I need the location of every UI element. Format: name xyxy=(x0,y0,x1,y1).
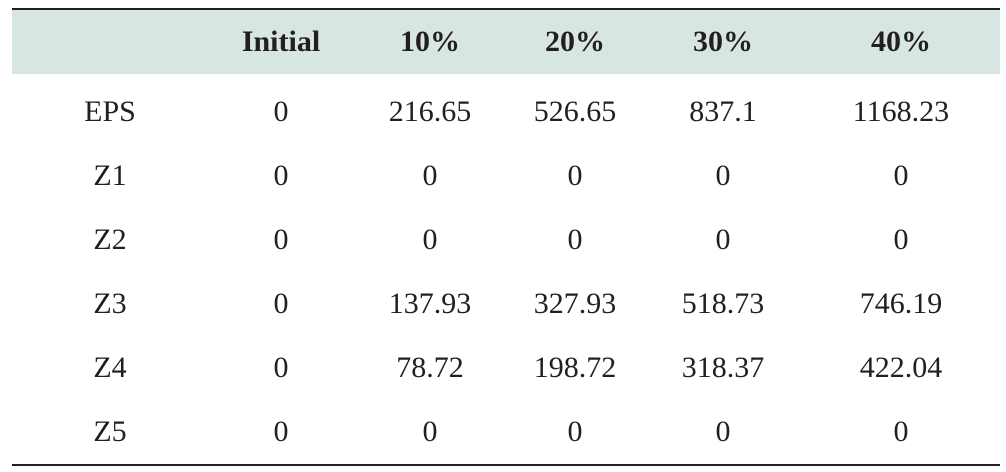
table-cell: 198.72 xyxy=(533,351,617,384)
data-table-container: Initial 10% 20% 30% 40% EPS 0 216.65 526… xyxy=(12,8,1000,466)
row-label: Z2 xyxy=(93,223,127,256)
table-cell: 0 xyxy=(422,223,438,256)
table-cell: 0 xyxy=(893,415,909,448)
table-cell: 422.04 xyxy=(859,351,943,384)
table-cell: 0 xyxy=(893,159,909,192)
table-cell: 518.73 xyxy=(681,287,765,320)
table-row: Z5 0 0 0 0 0 xyxy=(12,400,1000,465)
row-label: Z1 xyxy=(93,159,127,192)
row-label: EPS xyxy=(84,95,136,128)
table-cell: 0 xyxy=(715,159,731,192)
row-label: Z4 xyxy=(93,351,127,384)
header-cell-30-percent: 30% xyxy=(693,25,753,58)
row-label: Z5 xyxy=(93,415,127,448)
table-cell: 0 xyxy=(273,287,289,320)
table-row: Z4 0 78.72 198.72 318.37 422.04 xyxy=(12,336,1000,400)
header-row: Initial 10% 20% 30% 40% xyxy=(12,9,1000,74)
table-header: Initial 10% 20% 30% 40% xyxy=(12,9,1000,74)
table-body: EPS 0 216.65 526.65 837.1 1168.23 Z1 0 0… xyxy=(12,74,1000,465)
header-cell-40-percent: 40% xyxy=(871,25,931,58)
header-cell-initial: Initial xyxy=(241,25,321,58)
header-cell-10-percent: 10% xyxy=(400,25,460,58)
table-cell: 526.65 xyxy=(533,95,617,128)
table-cell: 216.65 xyxy=(388,95,472,128)
table-cell: 0 xyxy=(567,159,583,192)
table-cell: 0 xyxy=(422,415,438,448)
table-cell: 0 xyxy=(273,223,289,256)
data-table: Initial 10% 20% 30% 40% EPS 0 216.65 526… xyxy=(12,8,1000,466)
table-cell: 0 xyxy=(893,223,909,256)
table-cell: 837.1 xyxy=(689,95,757,128)
table-cell: 0 xyxy=(273,159,289,192)
table-cell: 137.93 xyxy=(388,287,472,320)
header-cell-row-label xyxy=(12,9,208,74)
table-cell: 0 xyxy=(273,95,289,128)
table-row: Z3 0 137.93 327.93 518.73 746.19 xyxy=(12,272,1000,336)
table-cell: 0 xyxy=(273,351,289,384)
table-cell: 78.72 xyxy=(396,351,464,384)
table-cell: 0 xyxy=(567,415,583,448)
row-label: Z3 xyxy=(93,287,127,320)
table-cell: 0 xyxy=(715,223,731,256)
table-cell: 0 xyxy=(715,415,731,448)
table-cell: 0 xyxy=(567,223,583,256)
table-cell: 0 xyxy=(273,415,289,448)
table-cell: 746.19 xyxy=(859,287,943,320)
table-cell: 0 xyxy=(422,159,438,192)
header-cell-20-percent: 20% xyxy=(545,25,605,58)
table-cell: 327.93 xyxy=(533,287,617,320)
table-row: Z1 0 0 0 0 0 xyxy=(12,144,1000,208)
table-cell: 1168.23 xyxy=(852,95,950,128)
table-row: EPS 0 216.65 526.65 837.1 1168.23 xyxy=(12,74,1000,144)
table-cell: 318.37 xyxy=(681,351,765,384)
table-row: Z2 0 0 0 0 0 xyxy=(12,208,1000,272)
